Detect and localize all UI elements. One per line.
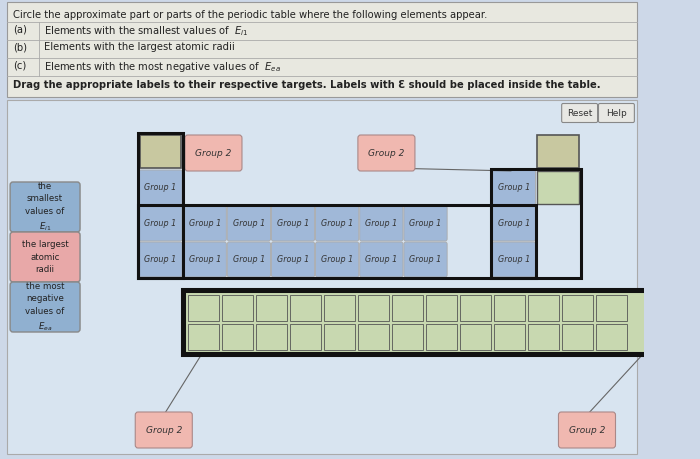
Bar [538,171,579,204]
Bar [562,295,594,321]
FancyBboxPatch shape [561,103,598,123]
FancyBboxPatch shape [316,242,359,277]
Bar [562,324,594,350]
Bar [324,324,355,350]
Text: Group 1: Group 1 [410,219,442,228]
FancyBboxPatch shape [228,242,270,277]
Text: Group 1: Group 1 [188,219,220,228]
Text: Group 1: Group 1 [365,219,398,228]
FancyBboxPatch shape [492,242,536,277]
Text: Elements with the largest atomic radii: Elements with the largest atomic radii [44,42,235,52]
Bar [392,324,424,350]
Bar [426,324,457,350]
Bar [222,324,253,350]
Bar [8,2,637,97]
Bar [256,324,287,350]
Bar [460,324,491,350]
Bar [290,295,321,321]
FancyBboxPatch shape [139,206,182,241]
Text: Elements with the most negative values of  $E_{ea}$: Elements with the most negative values o… [44,60,281,74]
Bar [140,135,181,168]
FancyBboxPatch shape [559,412,615,448]
Text: Circle the approximate part or parts of the periodic table where the following e: Circle the approximate part or parts of … [13,10,487,20]
Text: Group 1: Group 1 [188,255,220,264]
Text: Group 1: Group 1 [277,255,309,264]
Text: Group 1: Group 1 [498,255,530,264]
FancyBboxPatch shape [360,242,403,277]
Text: Group 1: Group 1 [277,219,309,228]
Text: Group 1: Group 1 [498,219,530,228]
Bar [188,324,219,350]
FancyBboxPatch shape [404,206,447,241]
Text: Group 1: Group 1 [144,183,176,192]
Bar [426,295,457,321]
Bar [222,295,253,321]
Text: Group 1: Group 1 [232,219,265,228]
Text: Group 2: Group 2 [195,149,232,157]
Text: Group 2: Group 2 [569,425,606,435]
Text: Group 1: Group 1 [321,255,354,264]
Bar [138,133,183,278]
Bar [188,295,219,321]
Text: Drag the appropriate labels to their respective targets. Labels with Ɛ should be: Drag the appropriate labels to their res… [13,80,601,90]
Bar [324,295,355,321]
Text: Group 1: Group 1 [144,219,176,228]
FancyBboxPatch shape [598,103,634,123]
Bar [184,291,662,353]
FancyBboxPatch shape [360,206,403,241]
FancyBboxPatch shape [272,206,315,241]
Bar [528,295,559,321]
FancyBboxPatch shape [10,232,80,282]
Bar [460,295,491,321]
FancyBboxPatch shape [492,170,536,205]
FancyBboxPatch shape [358,135,415,171]
Text: Group 2: Group 2 [368,149,405,157]
Bar [596,295,627,321]
Bar [491,169,580,278]
FancyBboxPatch shape [139,170,182,205]
FancyBboxPatch shape [492,206,536,241]
FancyBboxPatch shape [10,282,80,332]
Bar [528,324,559,350]
FancyBboxPatch shape [135,412,192,448]
Text: (c): (c) [13,60,26,70]
Bar [494,295,525,321]
Bar [494,324,525,350]
Bar [182,289,664,355]
Bar [8,100,637,454]
Text: the
smallest
values of
$E_{i1}$: the smallest values of $E_{i1}$ [25,181,64,233]
Bar [596,324,627,350]
Text: Group 1: Group 1 [365,255,398,264]
Text: Group 2: Group 2 [146,425,182,435]
FancyBboxPatch shape [228,206,270,241]
FancyBboxPatch shape [404,242,447,277]
Text: (b): (b) [13,42,27,52]
Text: Reset: Reset [567,108,592,118]
Text: Group 1: Group 1 [232,255,265,264]
FancyBboxPatch shape [183,242,226,277]
Text: Help: Help [606,108,627,118]
FancyBboxPatch shape [272,242,315,277]
Text: the largest
atomic
radii: the largest atomic radii [22,240,69,274]
FancyBboxPatch shape [139,242,182,277]
Text: Group 1: Group 1 [144,255,176,264]
Bar [392,295,424,321]
Text: Elements with the smallest values of  $E_{i1}$: Elements with the smallest values of $E_… [44,24,248,38]
Text: Group 1: Group 1 [498,183,530,192]
Bar [358,295,389,321]
Bar [256,295,287,321]
Text: (a): (a) [13,24,27,34]
Bar [138,205,536,278]
FancyBboxPatch shape [183,206,226,241]
FancyBboxPatch shape [185,135,242,171]
FancyBboxPatch shape [10,182,80,232]
Text: the most
negative
values of
$E_{ea}$: the most negative values of $E_{ea}$ [25,281,64,332]
Text: Group 1: Group 1 [410,255,442,264]
FancyBboxPatch shape [316,206,359,241]
Bar [358,324,389,350]
Bar [538,135,579,168]
Text: Group 1: Group 1 [321,219,354,228]
Bar [290,324,321,350]
